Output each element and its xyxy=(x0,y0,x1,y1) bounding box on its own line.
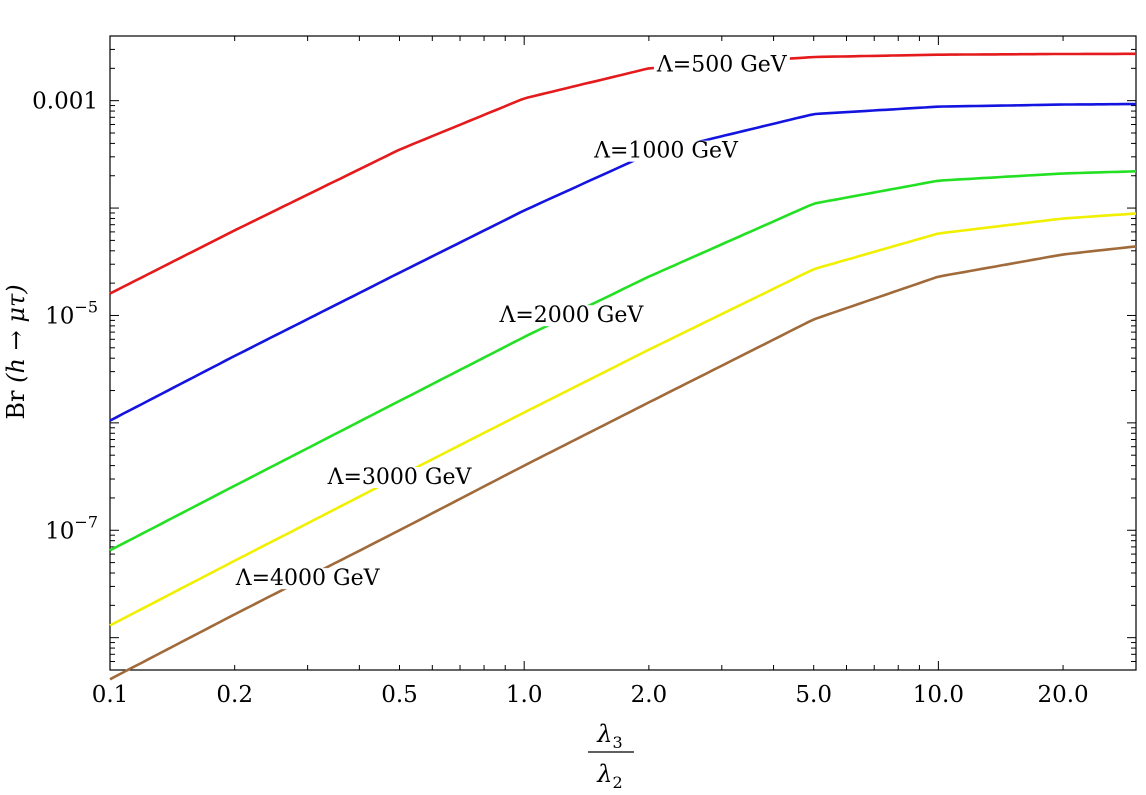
curve-label-bg-4 xyxy=(324,467,475,489)
curve-label-3: Λ=2000 GeV xyxy=(498,303,644,328)
svg-text:λ3: λ3 xyxy=(596,720,622,752)
curve-labels: Λ=500 GeV Λ=1000 GeV Λ=2000 GeV Λ=3000 GeV Λ… xyxy=(232,52,790,591)
x-label-denominator-sub: 2 xyxy=(613,773,623,792)
series-line-2 xyxy=(109,102,1137,422)
y-tick-label: 10−5 xyxy=(45,297,98,329)
x-tick-label: 20.0 xyxy=(1037,682,1088,708)
x-label-numerator-sub: 3 xyxy=(613,733,623,752)
curve-label-bg-3 xyxy=(496,305,647,327)
y-label-arg: (h → μτ) xyxy=(2,284,30,382)
series-line-4 xyxy=(109,212,1137,627)
axis-ticks xyxy=(109,35,1137,671)
x-tick-label: 1.0 xyxy=(506,682,543,708)
curve-label-2: Λ=1000 GeV xyxy=(593,139,739,164)
x-label-numerator: λ xyxy=(596,720,612,748)
curve-label-bg-1 xyxy=(653,54,790,76)
series-group xyxy=(109,52,1137,681)
x-tick-label: 10.0 xyxy=(913,682,964,708)
y-tick-labels: 0.001 10−5 10−7 xyxy=(32,89,98,545)
curve-label-bg-2 xyxy=(591,140,742,162)
x-axis-label: λ3 λ2 xyxy=(588,720,634,792)
x-tick-labels: 0.1 0.2 0.5 1.0 2.0 5.0 10.0 20.0 xyxy=(92,682,1089,708)
svg-text:λ2: λ2 xyxy=(596,760,622,792)
series-line-5 xyxy=(109,245,1137,681)
y-axis-label: Br (h → μτ) xyxy=(2,284,30,419)
curve-label-4: Λ=3000 GeV xyxy=(327,465,473,490)
plot-frame xyxy=(109,35,1137,671)
x-tick-label: 0.2 xyxy=(216,682,253,708)
x-tick-label: 0.5 xyxy=(381,682,418,708)
y-tick-label: 0.001 xyxy=(32,89,98,115)
x-tick-label: 5.0 xyxy=(795,682,832,708)
x-label-denominator: λ xyxy=(596,760,612,788)
curve-label-5: Λ=4000 GeV xyxy=(235,566,381,591)
y-label-prefix: Br xyxy=(2,390,30,420)
curve-label-1: Λ=500 GeV xyxy=(656,52,788,77)
series-line-1 xyxy=(109,52,1136,295)
series-line-3 xyxy=(109,170,1137,552)
x-tick-label: 2.0 xyxy=(631,682,668,708)
x-tick-label: 0.1 xyxy=(92,682,129,708)
curve-label-bg-5 xyxy=(232,568,383,590)
y-tick-label: 10−7 xyxy=(45,512,98,544)
